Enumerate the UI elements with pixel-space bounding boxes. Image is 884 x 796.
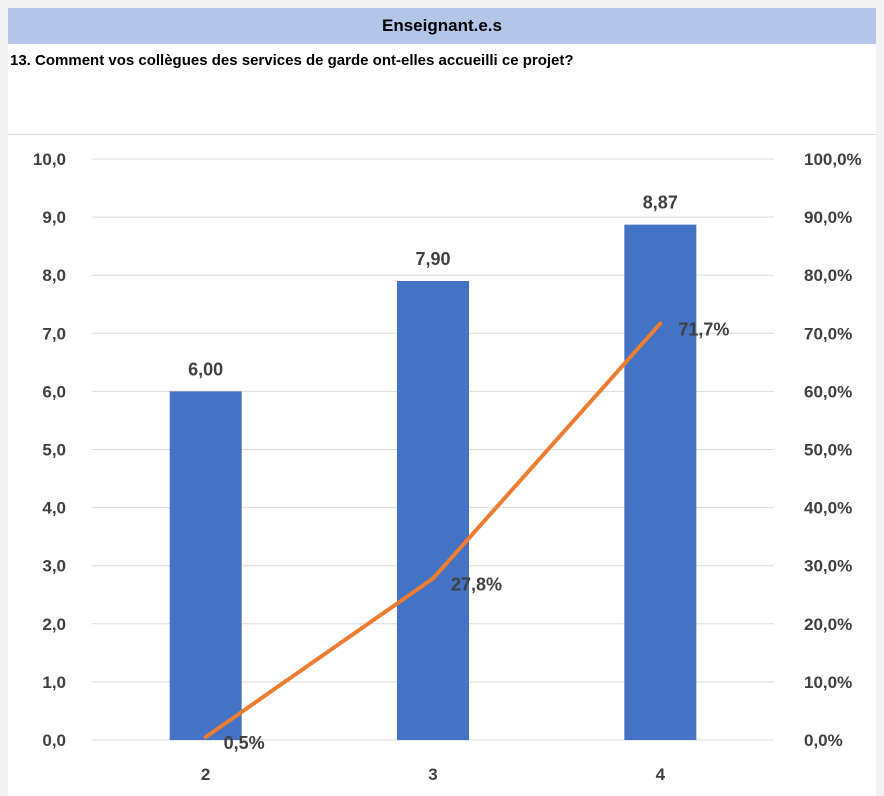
y-right-tick-label: 10,0% — [804, 673, 852, 692]
y-left-tick-label: 6,0 — [42, 382, 66, 401]
line-point — [658, 321, 662, 325]
line-data-label: 0,5% — [224, 733, 265, 753]
y-right-tick-label: 0,0% — [804, 731, 843, 750]
y-right-tick-label: 30,0% — [804, 557, 852, 576]
y-right-tick-label: 50,0% — [804, 441, 852, 460]
y-right-tick-label: 90,0% — [804, 208, 852, 227]
y-left-tick-label: 2,0 — [42, 615, 66, 634]
bar — [169, 391, 242, 740]
x-tick-label: 4 — [656, 765, 666, 784]
header-title: Enseignant.e.s — [382, 16, 502, 35]
y-left-tick-label: 10,0 — [33, 150, 66, 169]
question-text: 13. Comment vos collègues des services d… — [10, 52, 574, 69]
line-point — [204, 735, 208, 739]
y-right-tick-label: 100,0% — [804, 150, 862, 169]
line-data-label: 71,7% — [678, 319, 729, 339]
line-data-label: 27,8% — [451, 574, 502, 594]
y-left-tick-label: 0,0 — [42, 731, 66, 750]
bar — [624, 224, 697, 740]
y-left-tick-label: 5,0 — [42, 441, 66, 460]
y-left-tick-label: 4,0 — [42, 499, 66, 518]
y-right-tick-label: 20,0% — [804, 615, 852, 634]
x-tick-label: 2 — [201, 765, 210, 784]
header-bar: Enseignant.e.s — [8, 8, 876, 44]
line-point — [431, 576, 435, 580]
bar — [397, 281, 469, 740]
y-left-tick-label: 9,0 — [42, 208, 66, 227]
y-left-tick-label: 8,0 — [42, 266, 66, 285]
chart-area: 0,0 1,0 2,0 3,0 4,0 5,0 6,0 7,0 8,0 9,0 10,0 0,0% 10… — [8, 134, 876, 796]
bar-data-label: 7,90 — [415, 249, 450, 269]
y-right-tick-label: 70,0% — [804, 324, 852, 343]
y-left-tick-label: 3,0 — [42, 557, 66, 576]
y-left-tick-label: 1,0 — [42, 673, 66, 692]
x-tick-label: 3 — [428, 765, 437, 784]
y-right-tick-label: 40,0% — [804, 499, 852, 518]
y-right-tick-label: 60,0% — [804, 382, 852, 401]
bar-data-label: 8,87 — [643, 193, 678, 213]
combo-chart: 0,0 1,0 2,0 3,0 4,0 5,0 6,0 7,0 8,0 9,0 10,0 0,0% 10… — [33, 150, 862, 784]
chart-frame: Enseignant.e.s 13. Comment vos collègues… — [8, 8, 876, 796]
y-left-tick-label: 7,0 — [42, 324, 66, 343]
y-right-tick-label: 80,0% — [804, 266, 852, 285]
bar-data-label: 6,00 — [188, 359, 223, 379]
